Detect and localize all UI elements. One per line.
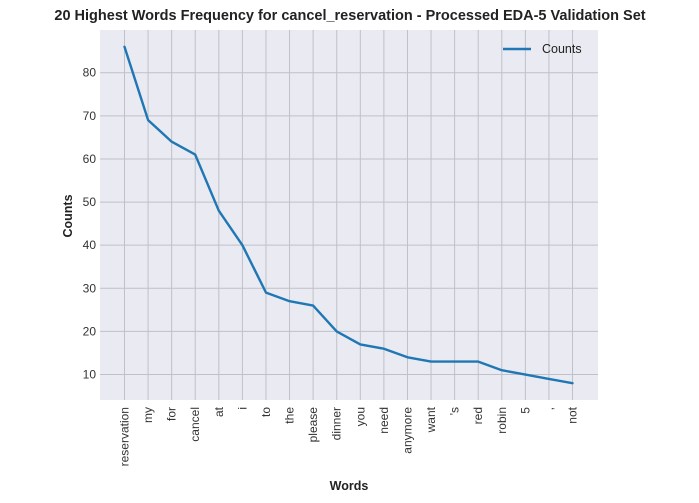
y-axis-label: Counts <box>61 194 75 237</box>
x-tick-label: my <box>141 407 155 423</box>
y-tick-label: 50 <box>83 195 97 209</box>
x-tick-label: at <box>212 406 226 417</box>
x-tick-label: to <box>259 407 273 417</box>
x-tick-label: you <box>353 407 367 426</box>
y-tick-label: 40 <box>83 238 97 252</box>
y-tick-label: 60 <box>83 152 97 166</box>
x-tick-label: anymore <box>400 407 414 454</box>
x-tick-label: reservation <box>118 407 132 466</box>
x-tick-label: 5 <box>518 407 532 414</box>
legend-label: Counts <box>542 42 582 56</box>
x-tick-label: robin <box>495 407 509 434</box>
x-tick-label: for <box>165 407 179 421</box>
legend: Counts <box>503 42 582 56</box>
x-tick-label: want <box>424 406 438 433</box>
chart-title: 20 Highest Words Frequency for cancel_re… <box>54 8 645 24</box>
x-tick-label: not <box>566 406 580 423</box>
plot-area <box>100 30 598 400</box>
x-axis-ticks: reservation my for cancel at i to the please dinn… <box>118 406 580 466</box>
y-tick-label: 70 <box>83 109 97 123</box>
x-axis-label: Words <box>330 479 369 493</box>
x-tick-label: cancel <box>188 407 202 442</box>
y-tick-label: 30 <box>83 281 97 295</box>
series-layer <box>123 45 574 385</box>
y-tick-label: 20 <box>83 324 97 338</box>
x-tick-label: i <box>235 407 249 410</box>
x-tick-label: need <box>377 407 391 434</box>
x-tick-label: red <box>471 407 485 424</box>
x-tick-label: the <box>283 407 297 424</box>
series-line <box>123 45 574 385</box>
y-tick-label: 10 <box>83 368 97 382</box>
x-tick-label: please <box>306 407 320 443</box>
y-tick-label: 80 <box>83 66 97 80</box>
grid-lines <box>100 30 598 400</box>
x-tick-label: 's <box>448 407 462 415</box>
x-tick-label: dinner <box>330 407 344 440</box>
x-tick-label: , <box>542 407 556 410</box>
y-axis-ticks: 10 20 30 40 50 60 70 80 <box>83 66 97 382</box>
